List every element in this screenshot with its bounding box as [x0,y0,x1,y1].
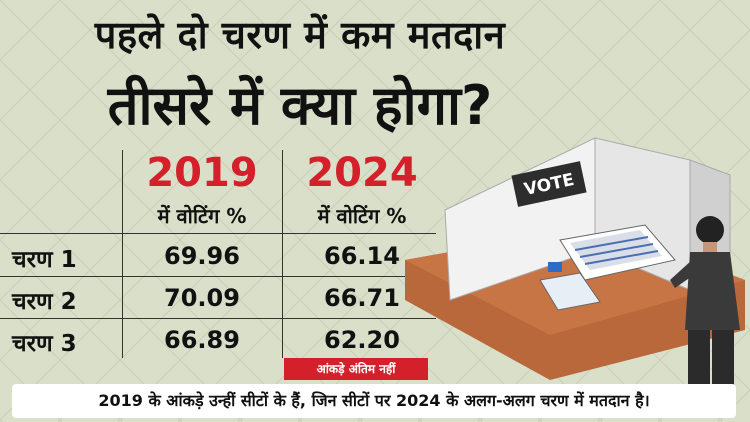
value-2019-phase-1: 69.96 [164,242,240,270]
value-2024-phase-2: 66.71 [324,284,400,312]
row-divider [0,318,436,319]
row-label-phase-1: चरण 1 [12,247,77,273]
voting-table: 2019 2024 में वोटिंग % में वोटिंग % चरण … [0,146,440,366]
value-2024-phase-3: 62.20 [324,326,400,354]
footer-note: 2019 के आंकड़े उन्हीं सीटों के हैं, जिन … [12,384,736,418]
value-2024-phase-1: 66.14 [324,242,400,270]
column-divider [122,150,123,358]
column-divider [282,150,283,358]
year-2019-subheader: में वोटिंग % [157,204,247,228]
provisional-data-note: आंकड़े अंतिम नहीं [284,358,428,380]
row-divider [0,276,436,277]
vote-sign-board [511,161,587,207]
headline-line-1: पहले दो चरण में कम मतदान [94,13,506,57]
value-2019-phase-3: 66.89 [164,326,240,354]
year-2024-subheader: में वोटिंग % [317,204,407,228]
value-2019-phase-2: 70.09 [164,284,240,312]
row-label-phase-3: चरण 3 [12,331,77,357]
year-2019-header: 2019 [146,150,258,196]
voting-booth-illustration: VOTE [405,137,745,385]
row-divider [0,233,436,234]
year-2024-header: 2024 [306,150,418,196]
headline-line-2: तीसरे में क्या होगा? [107,74,493,137]
row-label-phase-2: चरण 2 [12,289,77,315]
